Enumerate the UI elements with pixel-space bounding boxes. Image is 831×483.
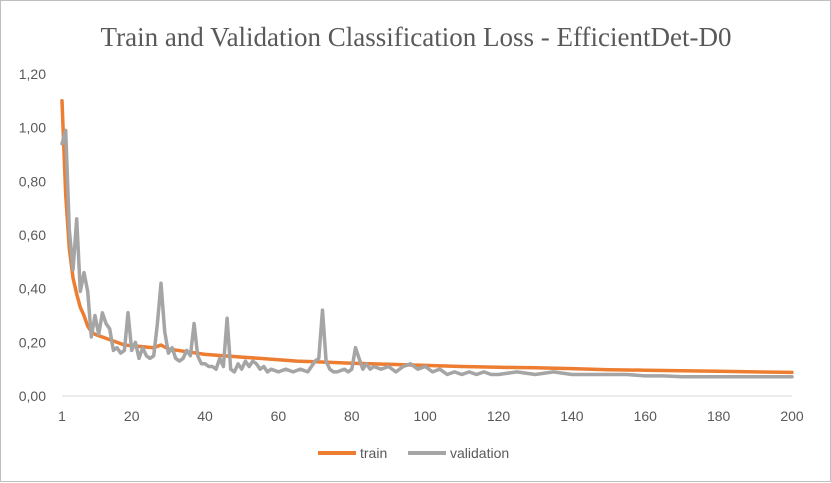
x-tick-label: 160 (634, 408, 658, 424)
y-tick-label: 1,20 (19, 66, 46, 82)
x-tick-label: 180 (707, 408, 731, 424)
y-tick-label: 0,20 (19, 334, 46, 350)
x-tick-label: 40 (197, 408, 213, 424)
x-tick-label: 60 (271, 408, 287, 424)
x-tick-label: 120 (487, 408, 511, 424)
y-axis-ticks: 0,00 0,20 0,40 0,60 0,80 1,00 1,20 (19, 66, 46, 404)
series-line-validation (60, 128, 794, 379)
y-tick-label: 0,00 (19, 388, 46, 404)
series-line-train (60, 99, 794, 375)
x-tick-label: 80 (344, 408, 360, 424)
x-tick-label: 20 (124, 408, 140, 424)
x-tick-label: 100 (413, 408, 437, 424)
legend-label-validation: validation (450, 445, 509, 461)
x-tick-label: 200 (780, 408, 804, 424)
legend-label-train: train (360, 445, 387, 461)
series-layer (60, 99, 794, 379)
legend: train validation (318, 445, 509, 461)
x-tick-label: 1 (58, 408, 66, 424)
chart-title: Train and Validation Classification Loss… (101, 22, 732, 52)
y-tick-label: 0,60 (19, 227, 46, 243)
y-tick-label: 1,00 (19, 120, 46, 136)
x-axis-ticks: 1 20 40 60 80 100 120 140 160 180 200 (58, 408, 804, 424)
y-tick-label: 0,80 (19, 173, 46, 189)
x-tick-label: 140 (560, 408, 584, 424)
y-tick-label: 0,40 (19, 281, 46, 297)
